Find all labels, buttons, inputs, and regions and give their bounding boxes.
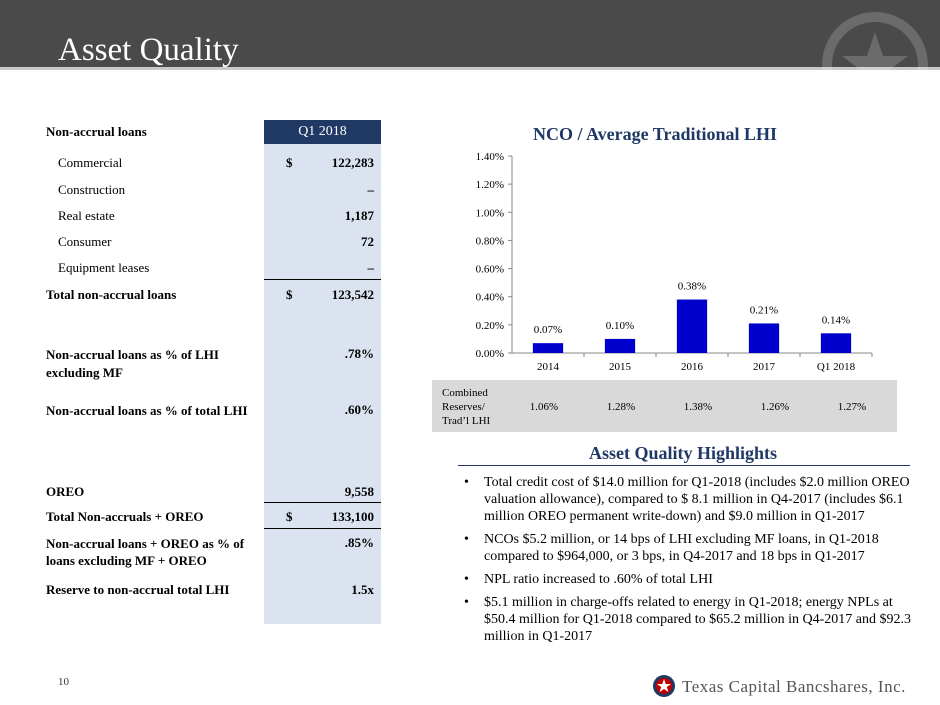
combined-reserves-row: Combined Reserves/ Trad’l LHI 1.06% 1.28… — [432, 380, 897, 432]
highlights-list: Total credit cost of $14.0 million for Q… — [452, 474, 912, 651]
nco-bar-chart: 0.00% 0.20% 0.40% 0.60% 0.80% 1.00% 1.20% 1.40%… — [476, 151, 873, 373]
data-label: 0.21% — [750, 304, 778, 316]
brand-name: Texas Capital Bancshares, Inc. — [682, 677, 906, 696]
x-tick-label: 2014 — [537, 361, 560, 373]
y-tick-label: 0.60% — [476, 264, 504, 276]
page-title: Asset Quality — [58, 32, 239, 68]
x-tick-label: Q1 2018 — [817, 361, 856, 373]
highlights-rule — [458, 465, 910, 466]
y-tick-label: 0.20% — [476, 320, 504, 332]
highlight-item: NCOs $5.2 million, or 14 bps of LHI excl… — [452, 531, 912, 565]
column-header: Q1 2018 — [264, 120, 381, 144]
data-label: 0.10% — [606, 320, 634, 332]
bar — [820, 333, 852, 353]
chart-title: NCO / Average Traditional LHI — [532, 124, 777, 144]
subtotal-rule — [264, 502, 381, 503]
x-tick-label: 2017 — [753, 361, 776, 373]
star-seal-icon — [653, 675, 675, 697]
brand-logo: Texas Capital Bancshares, Inc. — [650, 672, 930, 698]
x-tick-label: 2016 — [681, 361, 704, 373]
y-tick-label: 1.20% — [476, 179, 504, 191]
bar — [532, 343, 564, 353]
data-label: 0.38% — [678, 281, 706, 293]
star-seal-icon — [822, 12, 928, 118]
value-column-shade — [264, 144, 381, 624]
y-tick-label: 1.40% — [476, 151, 504, 163]
bar — [676, 299, 708, 353]
y-tick-label: 1.00% — [476, 207, 504, 219]
combined-reserves-value: 1.28% — [606, 401, 636, 413]
combined-reserves-value: 1.27% — [837, 401, 867, 413]
subtotal-rule — [264, 279, 381, 280]
combined-reserves-value: 1.06% — [529, 401, 559, 413]
highlight-item: $5.1 million in charge-offs related to e… — [452, 594, 912, 645]
slide-header: Asset Quality — [0, 0, 940, 118]
data-label: 0.07% — [534, 324, 562, 336]
bar — [748, 323, 780, 353]
combined-reserves-value: 1.38% — [683, 401, 713, 413]
y-tick-label: 0.00% — [476, 348, 504, 360]
bar — [604, 338, 636, 353]
data-label: 0.14% — [822, 314, 850, 326]
combined-reserves-label: Combined Reserves/ Trad’l LHI — [442, 387, 491, 427]
y-tick-label: 0.40% — [476, 292, 504, 304]
combined-reserves-value: 1.26% — [760, 401, 790, 413]
highlights-title: Asset Quality Highlights — [588, 443, 778, 463]
highlight-item: NPL ratio increased to .60% of total LHI — [452, 571, 912, 588]
page-number: 10 — [58, 676, 69, 688]
highlight-item: Total credit cost of $14.0 million for Q… — [452, 474, 912, 525]
total-rule — [264, 528, 381, 529]
x-tick-label: 2015 — [609, 361, 632, 373]
y-tick-label: 0.80% — [476, 235, 504, 247]
